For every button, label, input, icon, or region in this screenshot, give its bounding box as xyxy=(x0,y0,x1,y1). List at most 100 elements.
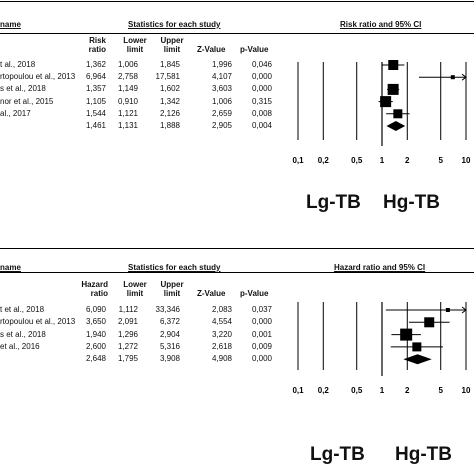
x-tick-label: 10 xyxy=(462,386,471,395)
row-value: 2,659 xyxy=(211,108,232,118)
row-value: 3,220 xyxy=(211,329,232,339)
row-value: 1,940 xyxy=(85,329,106,339)
x-tick-label: 0,5 xyxy=(351,156,363,165)
summary-value: 3,908 xyxy=(159,354,180,364)
study-name: al., 2017 xyxy=(0,108,31,118)
x-tick-label: 0,1 xyxy=(292,386,304,395)
col-z-value-label: Z-Value xyxy=(197,45,226,54)
point-estimate-marker xyxy=(380,96,392,108)
row-value: 0,910 xyxy=(117,96,138,106)
row-value: 6,090 xyxy=(85,305,106,314)
header-rule xyxy=(0,272,474,273)
col-lower-limit-label: Lower limit xyxy=(123,280,147,298)
row-value: 1,342 xyxy=(159,96,180,106)
ci-arrow xyxy=(461,73,467,81)
row-value: 1,105 xyxy=(85,96,106,106)
forest-plot-risk-ratio: name Statistics for each study Risk rati… xyxy=(0,0,474,222)
x-tick-label: 10 xyxy=(462,156,471,165)
row-value: 1,272 xyxy=(117,341,138,351)
row-value: 1,602 xyxy=(159,84,180,94)
row-value: 5,316 xyxy=(159,341,180,351)
x-tick-label: 0,2 xyxy=(318,156,330,165)
header-rule xyxy=(0,33,474,34)
x-tick-label: 5 xyxy=(438,386,443,395)
col-p-value-label: p-Value xyxy=(240,45,269,54)
study-name: s et al., 2018 xyxy=(0,329,46,339)
favours-right-label: Hg-TB xyxy=(383,192,440,213)
row-value: 33,346 xyxy=(155,305,180,314)
point-estimate-marker xyxy=(387,83,399,95)
x-tick-label: 0,5 xyxy=(351,386,363,395)
row-value: 0,046 xyxy=(251,60,272,69)
row-value: 6,964 xyxy=(85,72,106,82)
col-p-value-label: p-Value xyxy=(240,289,269,298)
favours-left-label: Lg-TB xyxy=(306,192,361,213)
x-tick-label: 5 xyxy=(438,156,443,165)
point-estimate-marker xyxy=(424,317,435,328)
row-value: 1,845 xyxy=(159,60,180,69)
study-name-header: name xyxy=(0,263,21,272)
row-value: 0,009 xyxy=(251,341,272,351)
col-upper-limit-label: Upper limit xyxy=(160,280,184,298)
row-value: 2,083 xyxy=(211,305,232,314)
row-value: 0,001 xyxy=(251,329,272,339)
stats-header: Statistics for each study xyxy=(128,20,221,29)
row-value: 3,603 xyxy=(211,84,232,94)
row-value: 1,112 xyxy=(118,305,138,314)
row-value: 1,121 xyxy=(117,108,138,118)
summary-diamond xyxy=(386,121,406,131)
panel-separator xyxy=(0,222,474,248)
summary-value: 1,888 xyxy=(159,121,180,130)
study-name: nor et al., 2015 xyxy=(0,96,54,106)
summary-value: 1,461 xyxy=(85,121,106,130)
point-estimate-marker xyxy=(388,60,399,70)
x-tick-label: 2 xyxy=(405,386,410,395)
row-value: 2,904 xyxy=(159,329,180,339)
row-value: 0,000 xyxy=(251,317,272,327)
row-value: 3,650 xyxy=(85,317,106,327)
point-estimate-marker xyxy=(412,342,422,352)
row-value: 1,544 xyxy=(85,108,106,118)
ci-arrow xyxy=(461,306,467,314)
row-value: 1,362 xyxy=(85,60,106,69)
study-name: t et al., 2018 xyxy=(0,305,45,314)
row-value: 1,006 xyxy=(117,60,138,69)
top-rule xyxy=(0,1,474,2)
row-value: 2,618 xyxy=(211,341,232,351)
row-value: 0,000 xyxy=(251,72,272,82)
row-value: 0,000 xyxy=(251,84,272,94)
row-value: 1,357 xyxy=(85,84,106,94)
col-upper-limit-label: Upper limit xyxy=(160,36,184,54)
x-tick-label: 1 xyxy=(380,156,385,165)
point-estimate-marker xyxy=(445,308,450,312)
study-name: et al., 2016 xyxy=(0,341,40,351)
row-value: 1,296 xyxy=(117,329,138,339)
col-z-value-label: Z-Value xyxy=(197,289,226,298)
summary-value: 0,000 xyxy=(251,354,272,364)
col-lower-limit-label: Lower limit xyxy=(123,36,147,54)
col-risk-ratio-label: Risk ratio xyxy=(88,36,106,54)
study-name: s et al., 2018 xyxy=(0,84,46,94)
favours-right-label: Hg-TB xyxy=(395,444,452,465)
row-value: 0,037 xyxy=(251,305,272,314)
study-name-header: name xyxy=(0,20,21,29)
x-tick-label: 2 xyxy=(405,156,410,165)
favours-left-label: Lg-TB xyxy=(310,444,365,465)
study-name: t al., 2018 xyxy=(0,60,36,69)
study-name: rtopoulou et al., 2013 xyxy=(0,72,76,82)
col-hazard-ratio-label: Hazard ratio xyxy=(81,280,108,298)
top-rule xyxy=(0,248,474,249)
forest-plot-area: 0,1 0,2 0,5 1 2 5 10 xyxy=(292,60,471,165)
row-value: 2,758 xyxy=(117,72,138,82)
point-estimate-marker xyxy=(450,75,455,80)
stats-header: Statistics for each study xyxy=(128,263,221,272)
row-value: 17,581 xyxy=(155,72,180,82)
summary-value: 2,905 xyxy=(211,121,232,130)
summary-diamond xyxy=(403,354,432,365)
row-value: 4,554 xyxy=(211,317,232,327)
summary-value: 0,004 xyxy=(251,121,272,130)
study-name: rtopoulou et al., 2013 xyxy=(0,317,76,327)
row-value: 0,315 xyxy=(251,96,272,106)
row-value: 6,372 xyxy=(159,317,180,327)
row-value: 2,091 xyxy=(117,317,138,327)
